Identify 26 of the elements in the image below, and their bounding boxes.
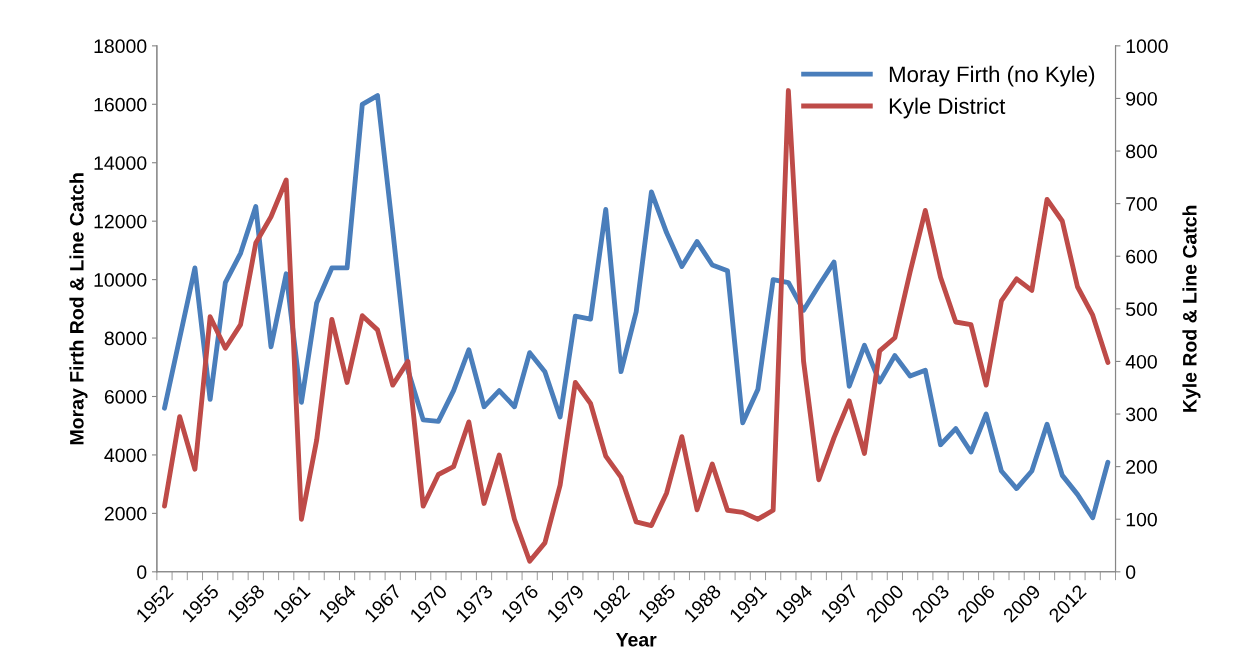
y-tick-label: 18000 bbox=[94, 39, 147, 54]
y2-axis-title: Kyle Rod & Line Catch bbox=[1182, 205, 1201, 412]
y-tick-label: 12000 bbox=[94, 214, 147, 229]
y-tick-label: 8000 bbox=[104, 331, 147, 346]
y2-tick-label: 400 bbox=[1125, 354, 1157, 369]
y2-tick-label: 800 bbox=[1126, 144, 1157, 159]
y-tick-label: 0 bbox=[137, 565, 147, 580]
y2-tick-label: 700 bbox=[1126, 197, 1157, 211]
y-tick-label: 14000 bbox=[94, 156, 147, 170]
y2-tick-label: 1000 bbox=[1126, 39, 1168, 54]
y2-tick-label: 100 bbox=[1126, 512, 1157, 527]
y-tick-label: 10000 bbox=[94, 273, 147, 287]
y-tick-label: 2000 bbox=[104, 506, 147, 521]
x-axis-title: Year bbox=[615, 633, 657, 647]
y-tick-label: 6000 bbox=[104, 389, 147, 404]
y-tick-label: 4000 bbox=[104, 448, 147, 463]
y2-tick-label: 500 bbox=[1126, 302, 1157, 317]
y-axis-title: Moray Firth Rod & Line Catch bbox=[69, 173, 88, 445]
y2-tick-label: 200 bbox=[1126, 460, 1157, 474]
y2-tick-label: 300 bbox=[1125, 407, 1157, 422]
y2-tick-label: 0 bbox=[1126, 565, 1136, 580]
legend-label: Kyle District bbox=[889, 97, 1006, 119]
y2-tick-label: 900 bbox=[1126, 91, 1157, 106]
y-tick-label: 16000 bbox=[94, 97, 147, 112]
legend-label: Moray Firth (no Kyle) bbox=[889, 65, 1095, 87]
y2-tick-label: 600 bbox=[1126, 249, 1157, 264]
